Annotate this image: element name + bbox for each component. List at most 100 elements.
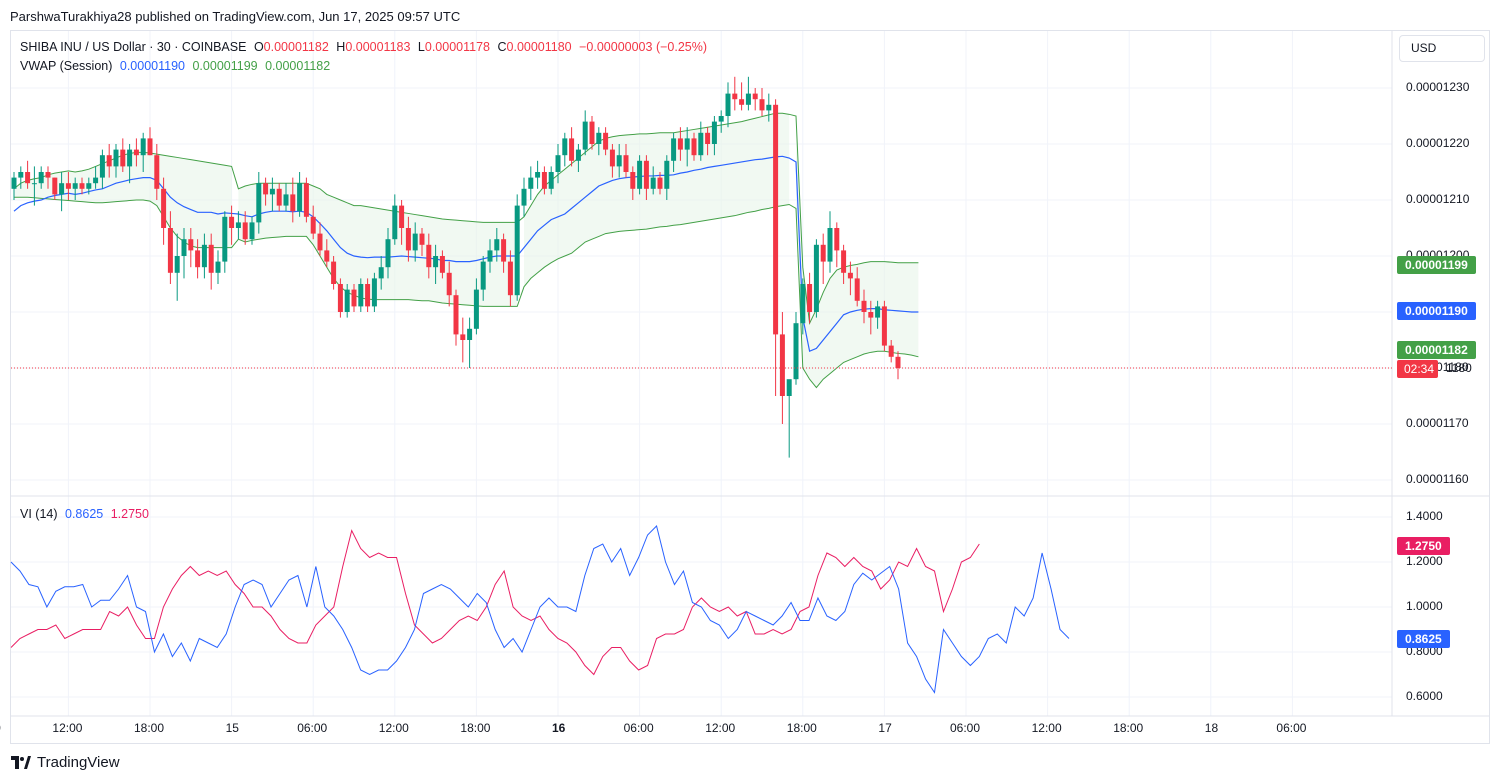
vi-minus-line <box>10 529 980 676</box>
candle <box>827 211 833 273</box>
vi-minus-value: 1.2750 <box>110 507 149 521</box>
candle <box>820 233 826 284</box>
candle <box>643 155 649 200</box>
vwap-lower-price-tag: 0.00001182 <box>1397 341 1476 359</box>
candle-body <box>337 284 343 312</box>
candle-body <box>779 334 785 396</box>
candle <box>759 88 765 116</box>
currency-button[interactable]: USD <box>1399 35 1485 62</box>
candle-body <box>405 228 411 251</box>
candle <box>657 172 663 195</box>
candle-body <box>881 306 887 346</box>
symbol-legend: SHIBA INU / US Dollar · 30 · COINBASE O 0… <box>20 40 707 54</box>
candle-body <box>371 278 377 307</box>
candle-body <box>698 132 704 156</box>
candle <box>711 116 717 156</box>
time-tick-label: 18:00 <box>134 721 165 735</box>
candle <box>86 177 92 195</box>
candles <box>11 76 901 458</box>
candle <box>725 82 731 128</box>
candle <box>691 132 697 161</box>
candle <box>569 127 575 167</box>
candle <box>705 127 711 156</box>
candle <box>147 127 153 156</box>
candle <box>446 261 452 307</box>
candle-body <box>59 183 65 195</box>
close-value: 0.00001180 <box>506 40 572 54</box>
candle-body <box>208 244 214 273</box>
candle-body <box>630 172 636 189</box>
vwap-name[interactable]: VWAP (Session) <box>20 59 113 73</box>
candle <box>501 233 507 273</box>
candle <box>637 155 643 195</box>
candle <box>65 172 71 200</box>
candle-body <box>344 289 350 312</box>
candle <box>106 144 112 178</box>
candle <box>480 256 486 301</box>
candle-body <box>65 183 71 189</box>
symbol-name[interactable]: SHIBA INU / US Dollar · 30 · COINBASE <box>20 40 247 54</box>
vwap-value: 0.00001190 <box>119 59 185 73</box>
candle <box>208 233 214 290</box>
brand-name: TradingView <box>37 754 120 771</box>
candle-body <box>834 228 840 251</box>
candle-body <box>745 93 751 105</box>
candle <box>358 278 364 312</box>
candle-body <box>847 272 853 279</box>
time-tick-label: 17 <box>878 721 892 735</box>
candle <box>433 244 439 284</box>
candle-body <box>501 239 507 262</box>
candle-body <box>467 328 473 340</box>
candle <box>548 166 554 195</box>
price-tick-label: 0.00001160 <box>1406 472 1469 486</box>
candle-body <box>385 239 391 268</box>
candle-body <box>868 312 874 318</box>
candle <box>793 312 799 385</box>
candle-body <box>616 155 622 167</box>
candle-body <box>303 183 309 217</box>
candle <box>494 228 500 262</box>
time-tick-label: 15 <box>225 721 239 735</box>
price-tick-label: 0.00001220 <box>1406 136 1470 150</box>
vi-plus-line <box>10 525 1070 694</box>
candle <box>412 222 418 262</box>
candle <box>52 177 58 200</box>
candle-body <box>249 222 255 240</box>
candle <box>25 160 31 189</box>
vi-tick-label: 1.0000 <box>1406 599 1443 613</box>
vi-name[interactable]: VI (14) <box>20 507 58 521</box>
candle <box>460 317 466 363</box>
candle-body <box>426 244 432 268</box>
candle <box>582 110 588 156</box>
time-tick-label: 12:00 <box>378 721 409 735</box>
open-label: O <box>253 40 264 54</box>
candle-body <box>623 155 629 172</box>
candle-body <box>331 261 337 284</box>
candle-body <box>603 132 609 150</box>
candle-body <box>412 233 418 251</box>
candle <box>188 228 194 268</box>
candle <box>195 239 201 279</box>
time-tick-label: 18 <box>1204 721 1219 735</box>
candle <box>11 172 17 200</box>
candle-body <box>269 188 275 195</box>
candle-body <box>766 104 772 111</box>
candle <box>127 144 133 184</box>
tradingview-logo[interactable]: TradingView <box>11 754 120 771</box>
candle <box>881 300 887 352</box>
candle <box>324 239 330 268</box>
candle-body <box>684 138 690 150</box>
candle-body <box>113 149 119 167</box>
candle <box>684 127 690 167</box>
candle <box>263 177 269 206</box>
candle <box>371 272 377 312</box>
vi-plus-value: 0.8625 <box>65 507 104 521</box>
candle <box>93 166 99 189</box>
candle-body <box>453 295 459 335</box>
candle <box>426 233 432 279</box>
candle-body <box>283 194 289 206</box>
candle <box>813 239 819 318</box>
candle-body <box>711 121 717 144</box>
vi-minus-tag: 1.2750 <box>1397 537 1450 555</box>
